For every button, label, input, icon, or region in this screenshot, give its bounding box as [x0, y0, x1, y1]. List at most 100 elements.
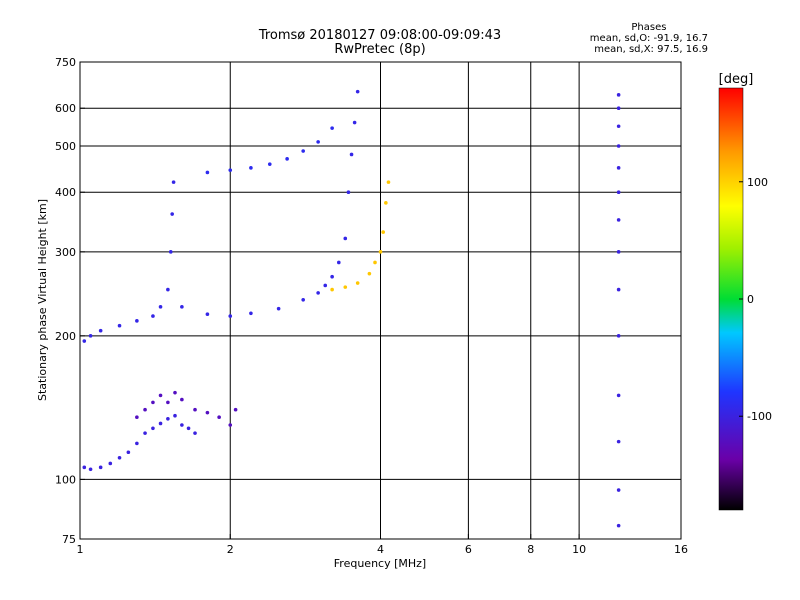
data-point [330, 126, 334, 130]
data-point [135, 415, 139, 420]
data-point [343, 285, 348, 289]
data-point [384, 201, 388, 205]
x-axis-label: Frequency [MHz] [334, 557, 426, 570]
data-point [135, 441, 139, 446]
data-point [117, 323, 122, 328]
y-axis-label: Stationary phase Virtual Height [km] [36, 199, 49, 401]
x-tick-label: 2 [227, 543, 234, 556]
data-points [82, 89, 621, 528]
data-point [616, 166, 621, 170]
data-point [616, 439, 621, 444]
data-point [193, 407, 197, 412]
colorbar-tick-label: 100 [747, 176, 768, 189]
y-tick-label: 400 [55, 186, 76, 199]
data-point [193, 431, 197, 435]
data-point [378, 250, 383, 254]
phase-stats-heading: Phases [631, 22, 667, 33]
y-tick-label: 100 [55, 473, 76, 486]
data-point [143, 431, 147, 435]
data-point [170, 212, 174, 216]
data-point [82, 339, 87, 343]
data-point [151, 314, 155, 318]
data-point [616, 218, 621, 222]
data-point [126, 450, 131, 455]
data-point [330, 287, 334, 292]
data-point [205, 312, 210, 316]
x-tick-label: 8 [527, 543, 534, 556]
data-point [228, 314, 233, 318]
data-point [352, 120, 357, 125]
axes: 1 2 4 6 8 10 16 75 100 200 300 400 500 600 750 [55, 56, 688, 556]
data-point [355, 89, 360, 94]
y-tick-label: 500 [55, 140, 76, 153]
data-point [616, 393, 621, 398]
data-point [180, 423, 184, 427]
data-point [301, 149, 305, 153]
phase-stats: Phases mean, sd,O: -91.9, 16.7 mean, sd,… [590, 22, 708, 55]
data-point [158, 393, 163, 398]
grid-lines [80, 62, 681, 539]
data-point [158, 305, 163, 309]
y-tick-label: 300 [55, 246, 76, 259]
data-point [373, 260, 377, 265]
data-point [381, 230, 385, 234]
data-point [386, 180, 391, 184]
data-point [349, 152, 354, 157]
data-point [205, 170, 210, 175]
data-point [88, 467, 93, 472]
data-point [616, 523, 621, 528]
phase-stats-x-line: mean, sd,X: 97.5, 16.9 [594, 44, 708, 55]
y-tick-label: 750 [55, 56, 76, 69]
data-point [616, 250, 621, 254]
data-point [330, 274, 334, 279]
data-point [616, 106, 621, 111]
chart-subtitle: RwPretec (8p) [334, 42, 426, 57]
data-point [171, 180, 176, 184]
data-point [108, 461, 113, 466]
data-point [98, 328, 103, 333]
data-point [98, 465, 103, 470]
x-tick-label: 4 [377, 543, 384, 556]
y-tick-label: 200 [55, 330, 76, 343]
data-point [301, 297, 305, 302]
data-point [168, 250, 173, 254]
data-point [233, 407, 238, 412]
data-point [249, 166, 253, 170]
data-point [173, 390, 177, 395]
y-tick-label: 75 [62, 533, 76, 546]
data-point [205, 410, 210, 415]
data-point [158, 421, 163, 426]
data-point [337, 260, 341, 265]
data-point [249, 311, 253, 316]
data-point [228, 168, 233, 172]
chart-title: Tromsø 20180127 09:08:00-09:09:43 [258, 28, 502, 43]
data-point [616, 190, 621, 195]
data-point [180, 397, 184, 402]
y-tick-label: 600 [55, 102, 76, 115]
data-point [616, 144, 621, 148]
data-point [180, 305, 184, 309]
data-point [616, 488, 621, 492]
data-point [173, 413, 177, 418]
data-point [616, 334, 621, 338]
x-tick-label: 6 [465, 543, 472, 556]
data-point [616, 93, 621, 97]
data-point [355, 281, 360, 285]
data-point [316, 291, 320, 295]
data-point [186, 426, 191, 431]
data-point [166, 416, 170, 421]
data-point [367, 271, 372, 276]
data-point [285, 157, 289, 161]
data-point [616, 287, 621, 292]
colorbar-tick-label: 0 [747, 293, 754, 306]
colorbar-label: [deg] [719, 72, 754, 87]
phase-stats-o-line: mean, sd,O: -91.9, 16.7 [589, 33, 708, 44]
data-point [166, 287, 170, 292]
data-point [346, 190, 351, 195]
x-tick-label: 1 [77, 543, 84, 556]
data-point [151, 426, 155, 431]
data-point [323, 283, 328, 288]
data-point [143, 407, 147, 412]
data-point [276, 306, 281, 311]
data-point [343, 236, 348, 241]
